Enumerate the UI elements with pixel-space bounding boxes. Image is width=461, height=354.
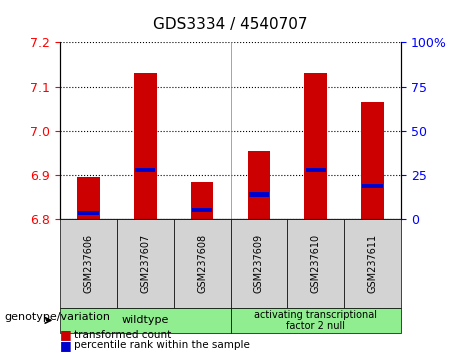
Text: wildtype: wildtype — [122, 315, 169, 325]
Text: GSM237610: GSM237610 — [311, 234, 321, 293]
Bar — [78, 211, 99, 216]
Text: percentile rank within the sample: percentile rank within the sample — [74, 340, 250, 350]
Bar — [304, 74, 327, 219]
Bar — [134, 74, 157, 219]
Bar — [361, 102, 384, 219]
Text: genotype/variation: genotype/variation — [5, 312, 111, 322]
Bar — [248, 193, 269, 197]
Text: ■: ■ — [60, 339, 71, 352]
Bar — [191, 182, 213, 219]
Bar — [248, 151, 270, 219]
Bar — [362, 184, 383, 188]
Bar — [306, 168, 326, 172]
Bar — [135, 168, 155, 172]
Text: GSM237607: GSM237607 — [140, 234, 150, 293]
Bar — [77, 177, 100, 219]
Text: transformed count: transformed count — [74, 330, 171, 339]
Text: GSM237611: GSM237611 — [367, 234, 378, 293]
Text: GSM237608: GSM237608 — [197, 234, 207, 293]
Bar — [192, 207, 213, 212]
Text: ■: ■ — [60, 328, 71, 341]
Text: GSM237606: GSM237606 — [83, 234, 94, 293]
Text: activating transcriptional
factor 2 null: activating transcriptional factor 2 null — [254, 309, 377, 331]
Text: GSM237609: GSM237609 — [254, 234, 264, 293]
Text: GDS3334 / 4540707: GDS3334 / 4540707 — [153, 17, 308, 32]
